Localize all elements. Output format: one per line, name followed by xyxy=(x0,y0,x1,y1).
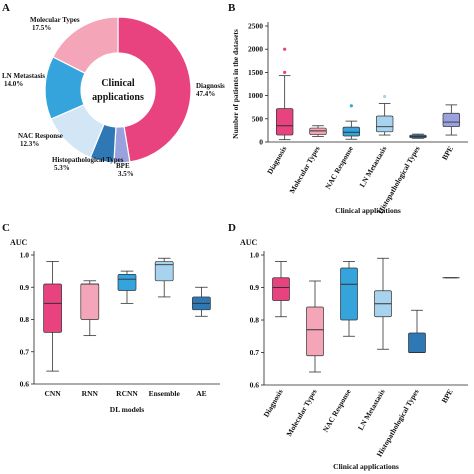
box-rcnn xyxy=(117,274,137,291)
x-tick-label-diagnosis: Diagnosis xyxy=(265,144,288,175)
y-tick-label: 1.0 xyxy=(250,251,260,260)
x-tick-label-rnn: RNN xyxy=(82,389,99,398)
box-rnn xyxy=(80,283,100,320)
donut-center-label-line2: applications xyxy=(92,92,144,103)
x-tick-label-molecular-types: Molecular Types xyxy=(287,144,321,195)
x-tick-label-bpe: BPE xyxy=(440,145,455,162)
box-molecular-types xyxy=(306,306,324,357)
donut-value-ln-metastasis: 14.0% xyxy=(4,80,23,88)
x-tick-label-molecular-types: Molecular Types xyxy=(284,387,318,438)
donut-label-histopathological-types: Histopathological Types xyxy=(52,156,124,164)
x-axis-label: Clinical applications xyxy=(335,206,401,215)
panel-letter-c: C xyxy=(2,222,10,234)
x-tick-label-ln-metastasis: LN Metastasis xyxy=(358,144,389,188)
panel-title: AUC xyxy=(10,238,28,247)
donut-value-histopathological-types: 5.3% xyxy=(54,164,70,172)
y-tick-label: 0.6 xyxy=(20,380,30,389)
donut-label-bpe: BPE xyxy=(116,162,130,170)
y-tick-label: 0.8 xyxy=(250,316,260,325)
donut-value-nac-response: 12.3% xyxy=(20,140,39,148)
x-axis-label: Clinical applications xyxy=(333,462,399,471)
x-tick-label-nac-response: NAC Response xyxy=(321,387,353,434)
y-tick-label: 0.9 xyxy=(250,283,260,292)
panel-d-box-plot: D 0.6 0.7 0.8 0.9 1.0 Diagnosis Molecular Type… xyxy=(228,222,468,471)
donut-value-molecular-types: 17.5% xyxy=(32,24,51,32)
panel-letter-a: A xyxy=(2,2,10,14)
x-axis-label: DL models xyxy=(110,405,144,414)
y-tick-label: 2500 xyxy=(248,22,263,31)
x-tick-label-bpe: BPE xyxy=(440,388,455,405)
panel-b-box-plot: B 0 500 1000 1500 2000 2500 DiagnosisMolecular… xyxy=(228,2,468,215)
box-diagnosis xyxy=(272,277,290,301)
x-tick-label-ln-metastasis: LN Metastasis xyxy=(356,387,387,431)
x-tick-label-rcnn: RCNN xyxy=(116,389,138,398)
outlier-ln-metastasis xyxy=(383,94,387,99)
donut-hole xyxy=(81,53,155,127)
y-tick-label: 0.6 xyxy=(250,381,260,390)
y-axis-label: Number of patients in the datasets xyxy=(231,29,240,139)
box-ensemble xyxy=(154,261,174,282)
outlier-diagnosis xyxy=(283,70,287,74)
x-tick-label-ae: AE xyxy=(196,389,206,398)
box-cnn xyxy=(43,283,62,333)
donut-label-molecular-types: Molecular Types xyxy=(30,16,80,24)
y-tick-label: 0.9 xyxy=(20,283,30,292)
box-ln-metastasis xyxy=(375,115,394,133)
panel-c-box-plot: C 0.6 0.7 0.8 0.9 1.0 CNN RNN RCNN Ensemble AE AUC… xyxy=(2,222,220,414)
box-diagnosis xyxy=(275,108,294,136)
donut-value-diagnosis: 47.4% xyxy=(196,90,215,98)
donut-label-diagnosis: Diagnosis xyxy=(196,82,225,90)
donut-label-ln-metastasis: LN Metastasis xyxy=(2,72,45,80)
y-tick-label: 0.7 xyxy=(20,347,30,356)
donut-value-bpe: 3.5% xyxy=(118,170,134,178)
outlier-diagnosis xyxy=(283,47,287,51)
y-tick-label: 500 xyxy=(252,114,264,123)
x-tick-label-nac-response: NAC Response xyxy=(323,144,355,191)
x-tick-label-cnn: CNN xyxy=(44,389,61,398)
outlier-nac-response xyxy=(349,104,353,108)
box-nac-response xyxy=(342,126,361,137)
y-tick-label: 0.7 xyxy=(250,348,260,357)
panel-letter-d: D xyxy=(228,222,236,234)
y-tick-label: 2000 xyxy=(248,45,263,54)
y-tick-label: 1000 xyxy=(248,91,263,100)
box-nac-response xyxy=(340,267,358,321)
donut-center-label-line1: Clinical xyxy=(101,78,135,89)
donut-label-nac-response: NAC Response xyxy=(18,132,63,140)
box-bpe xyxy=(442,112,461,128)
box-histopathological-types xyxy=(408,332,426,353)
y-tick-label: 1.0 xyxy=(20,251,30,260)
y-tick-label: 1500 xyxy=(248,68,263,77)
y-tick-label: 0 xyxy=(259,138,263,147)
y-tick-label: 0.8 xyxy=(20,315,30,324)
x-tick-label-diagnosis: Diagnosis xyxy=(262,387,285,418)
panel-letter-b: B xyxy=(228,2,236,14)
panel-title: AUC xyxy=(240,238,258,247)
box-molecular-types xyxy=(309,127,327,135)
x-tick-label-ensemble: Ensemble xyxy=(149,389,181,398)
